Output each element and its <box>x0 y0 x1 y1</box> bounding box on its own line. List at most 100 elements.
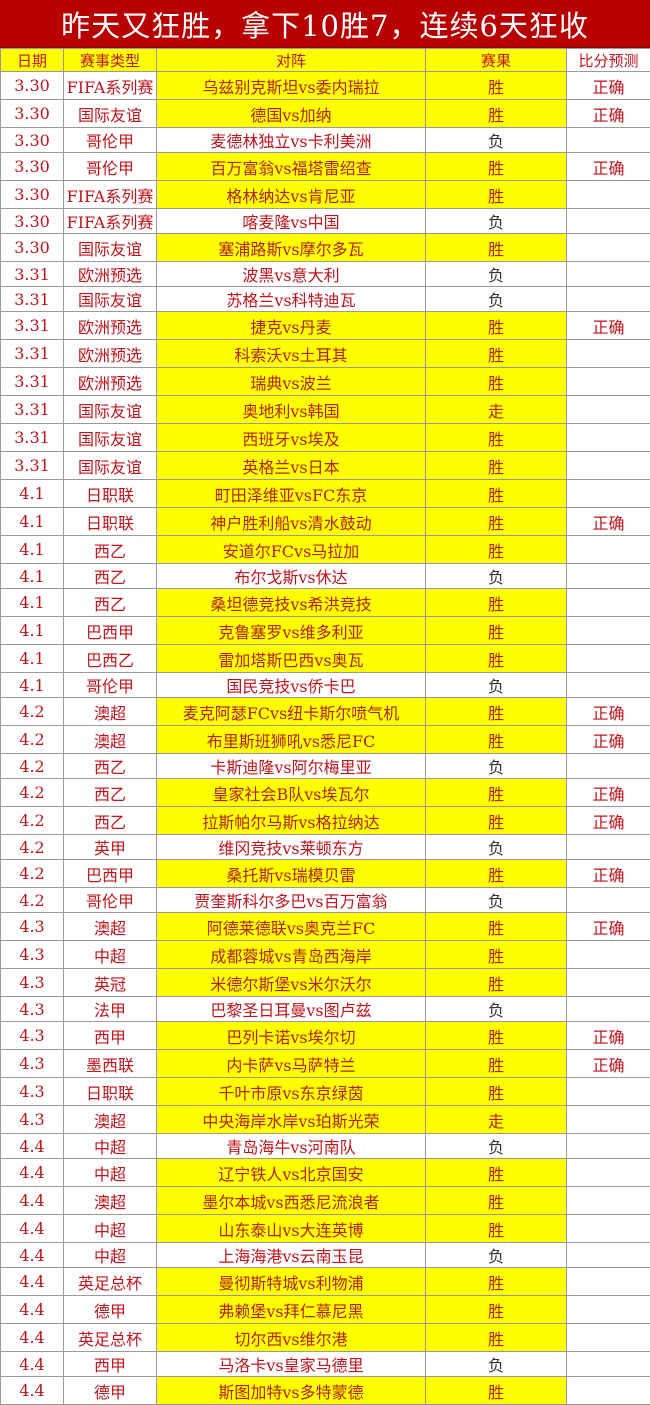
cell-match: 苏格兰vs科特迪瓦 <box>157 287 426 312</box>
cell-result: 胜 <box>426 645 567 673</box>
cell-competition: 哥伦甲 <box>64 673 157 698</box>
cell-date: 3.31 <box>1 452 64 480</box>
cell-result: 胜 <box>426 368 567 396</box>
cell-match: 上海海港vs云南玉昆 <box>157 1243 426 1268</box>
cell-date: 4.2 <box>1 860 64 888</box>
cell-result: 胜 <box>426 452 567 480</box>
cell-match: 麦克阿瑟FCvs纽卡斯尔喷气机 <box>157 698 426 726</box>
cell-match: 雷加塔斯巴西vs奥瓦 <box>157 645 426 673</box>
cell-date: 4.1 <box>1 673 64 698</box>
cell-match: 布尔戈斯vs休达 <box>157 564 426 589</box>
cell-result: 胜 <box>426 1215 567 1243</box>
cell-match: 安道尔FCvs马拉加 <box>157 536 426 564</box>
cell-competition: 墨西联 <box>64 1050 157 1078</box>
cell-competition: 英甲 <box>64 835 157 860</box>
cell-date: 3.30 <box>1 128 64 153</box>
cell-match: 克鲁塞罗vs维多利亚 <box>157 617 426 645</box>
cell-result: 胜 <box>426 1050 567 1078</box>
cell-competition: 澳超 <box>64 1187 157 1215</box>
cell-result: 胜 <box>426 1078 567 1106</box>
cell-competition: 澳超 <box>64 698 157 726</box>
cell-competition: 中超 <box>64 941 157 969</box>
cell-prediction <box>567 181 650 209</box>
cell-competition: 欧洲预选 <box>64 340 157 368</box>
cell-prediction <box>567 287 650 312</box>
cell-date: 4.1 <box>1 617 64 645</box>
cell-result: 胜 <box>426 617 567 645</box>
cell-competition: 日职联 <box>64 480 157 508</box>
cell-competition: 欧洲预选 <box>64 368 157 396</box>
cell-match: 成都蓉城vs青岛西海岸 <box>157 941 426 969</box>
cell-date: 4.4 <box>1 1187 64 1215</box>
cell-prediction <box>567 564 650 589</box>
cell-prediction: 正确 <box>567 100 650 128</box>
cell-date: 4.4 <box>1 1296 64 1324</box>
cell-date: 3.30 <box>1 209 64 234</box>
cell-prediction <box>567 368 650 396</box>
cell-competition: 中超 <box>64 1243 157 1268</box>
cell-match: 桑托斯vs瑞模贝雷 <box>157 860 426 888</box>
cell-competition: 西乙 <box>64 589 157 617</box>
cell-result: 负 <box>426 888 567 913</box>
cell-competition: 国际友谊 <box>64 424 157 452</box>
cell-match: 贾奎斯科尔多巴vs百万富翁 <box>157 888 426 913</box>
header-prediction: 比分预测 <box>567 49 650 72</box>
cell-match: 山东泰山vs大连英博 <box>157 1215 426 1243</box>
cell-prediction <box>567 997 650 1022</box>
cell-competition: 欧洲预选 <box>64 312 157 340</box>
cell-match: 乌兹别克斯坦vs委内瑞拉 <box>157 72 426 100</box>
cell-prediction <box>567 645 650 673</box>
cell-date: 4.2 <box>1 754 64 779</box>
cell-competition: 中超 <box>64 1134 157 1159</box>
cell-result: 胜 <box>426 340 567 368</box>
cell-prediction <box>567 340 650 368</box>
cell-match: 巴黎圣日耳曼vs图卢兹 <box>157 997 426 1022</box>
cell-match: 皇家社会B队vs埃瓦尔 <box>157 779 426 807</box>
cell-match: 德国vs加纳 <box>157 100 426 128</box>
cell-prediction <box>567 1215 650 1243</box>
cell-result: 负 <box>426 754 567 779</box>
cell-match: 麦德林独立vs卡利美洲 <box>157 128 426 153</box>
cell-prediction: 正确 <box>567 913 650 941</box>
cell-date: 4.3 <box>1 997 64 1022</box>
cell-date: 3.30 <box>1 234 64 262</box>
cell-match: 喀麦隆vs中国 <box>157 209 426 234</box>
cell-prediction: 正确 <box>567 72 650 100</box>
cell-match: 米德尔斯堡vs米尔沃尔 <box>157 969 426 997</box>
cell-result: 走 <box>426 1106 567 1134</box>
cell-match: 马洛卡vs皇家马德里 <box>157 1352 426 1377</box>
cell-competition: 国际友谊 <box>64 287 157 312</box>
cell-date: 4.4 <box>1 1352 64 1377</box>
cell-prediction: 正确 <box>567 312 650 340</box>
cell-match: 切尔西vs维尔港 <box>157 1324 426 1352</box>
cell-competition: FIFA系列赛 <box>64 209 157 234</box>
cell-prediction: 正确 <box>567 726 650 754</box>
cell-match: 中央海岸水岸vs珀斯光荣 <box>157 1106 426 1134</box>
cell-prediction: 正确 <box>567 698 650 726</box>
cell-result: 胜 <box>426 424 567 452</box>
cell-prediction <box>567 396 650 424</box>
cell-result: 胜 <box>426 480 567 508</box>
cell-result: 胜 <box>426 1187 567 1215</box>
cell-date: 3.30 <box>1 181 64 209</box>
cell-date: 3.31 <box>1 262 64 287</box>
cell-competition: 英足总杯 <box>64 1324 157 1352</box>
cell-competition: 日职联 <box>64 508 157 536</box>
cell-competition: FIFA系列赛 <box>64 72 157 100</box>
cell-prediction <box>567 480 650 508</box>
cell-result: 胜 <box>426 1324 567 1352</box>
cell-competition: 哥伦甲 <box>64 153 157 181</box>
cell-date: 4.1 <box>1 589 64 617</box>
